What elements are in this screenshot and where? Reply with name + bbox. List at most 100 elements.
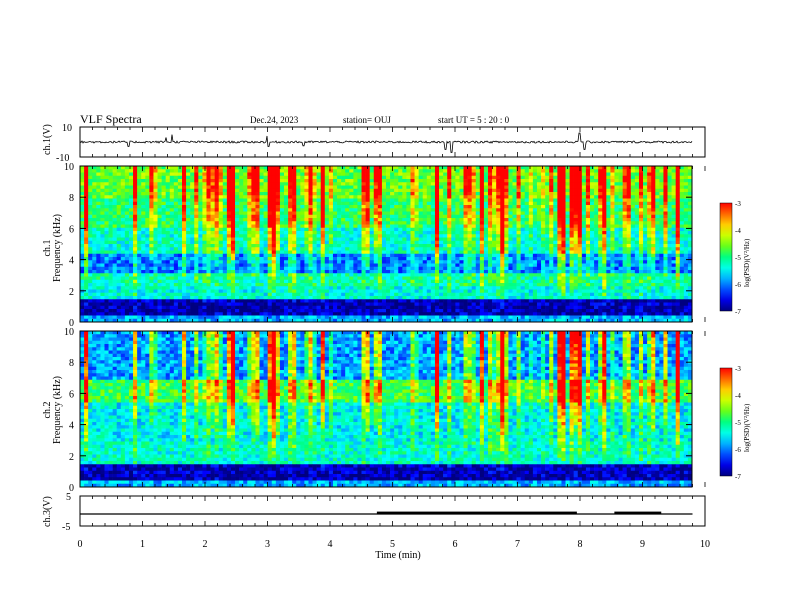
spectrogram-cell (602, 218, 607, 222)
spectrogram-cell (402, 240, 407, 245)
spectrogram-cell (230, 237, 236, 242)
spectrogram-cell (471, 244, 477, 248)
spectrogram-cell (590, 175, 595, 180)
spectrogram-cell (622, 205, 628, 209)
spectrogram-cell (434, 266, 440, 271)
spectrogram-cell (561, 260, 566, 264)
spectrogram-cell (279, 266, 285, 271)
spectrogram-cell (88, 175, 93, 180)
spectrogram-cell (536, 205, 542, 209)
spectrogram-cell (332, 192, 338, 196)
spectrogram-cell (320, 198, 326, 203)
spectrogram-cell (337, 224, 342, 229)
spectrogram-cell (214, 237, 220, 242)
spectrogram-cell (569, 185, 574, 190)
spectrogram-cell (524, 260, 530, 264)
spectrogram-cell (475, 253, 481, 258)
spectrogram-cell (308, 260, 313, 264)
spectrogram-cell (434, 185, 440, 190)
spectrogram-cell (145, 231, 150, 235)
spectrogram-cell (614, 250, 619, 255)
spectrogram-cell (500, 253, 505, 258)
spectrogram-cell (120, 250, 126, 255)
spectrogram-cell (687, 205, 693, 209)
spectrogram-cell (634, 175, 640, 180)
spectrogram-cell (532, 237, 538, 242)
spectrogram-cell (516, 205, 521, 209)
spectrogram-cell (483, 185, 489, 190)
spectrogram-cell (524, 192, 530, 196)
spectrogram-cell (626, 166, 632, 170)
spectrogram-cell (626, 182, 632, 186)
spectrogram-cell (447, 250, 452, 255)
spectrogram-cell (141, 205, 146, 209)
spectrogram-cell (606, 244, 611, 248)
spectrogram-cell (157, 237, 162, 242)
spectrogram-cell (194, 250, 199, 255)
spectrogram-cell (186, 208, 191, 212)
spectrogram-cell (508, 250, 513, 255)
spectrogram-cell (667, 250, 672, 255)
spectrogram-cell (357, 188, 362, 193)
spectrogram-cell (296, 218, 301, 222)
spectrogram-cell (230, 175, 236, 180)
spectrogram-cell (357, 211, 362, 216)
spectrogram-cell (683, 231, 689, 235)
spectrogram-cell (508, 205, 513, 209)
spectrogram-cell (324, 182, 330, 186)
spectrogram-cell (659, 188, 664, 193)
spectrogram-cell (206, 192, 211, 196)
spectrogram-cell (434, 208, 440, 212)
spectrogram-cell (104, 221, 109, 225)
spectrogram-cell (410, 270, 415, 274)
spectrogram-cell (116, 185, 122, 190)
spectrogram-cell (124, 263, 130, 268)
spectrogram-cell (141, 240, 146, 245)
spectrogram-cell (475, 250, 481, 255)
spectrogram-cell (259, 201, 264, 206)
spectrogram-cell (239, 172, 244, 177)
spectrogram-cell (218, 270, 224, 274)
spectrogram-cell (173, 188, 179, 193)
spectrogram-cell (153, 169, 158, 173)
spectrogram-cell (455, 253, 460, 258)
spectrogram-cell (394, 227, 399, 232)
spectrogram-cell (394, 214, 399, 219)
spectrogram-cell (296, 263, 301, 268)
spectrogram-cell (504, 214, 509, 219)
spectrogram-cell (434, 240, 440, 245)
spectrogram-cell (173, 240, 179, 245)
spectrogram-cell (116, 240, 122, 245)
spectrogram-cell (512, 237, 517, 242)
spectrogram-cell (165, 188, 171, 193)
spectrogram-cell (341, 244, 346, 248)
spectrogram-cell (426, 208, 432, 212)
spectrogram-cell (226, 224, 232, 229)
spectrogram-cell (128, 205, 134, 209)
spectrogram-cell (687, 247, 693, 251)
spectrogram-cell (500, 257, 505, 261)
spectrogram-cell (182, 231, 187, 235)
spectrogram-cell (439, 250, 444, 255)
spectrogram-cell (202, 175, 207, 180)
spectrogram-cell (687, 169, 693, 173)
spectrogram-cell (488, 260, 493, 264)
spectrogram-cell (467, 188, 472, 193)
spectrogram-cell (365, 179, 370, 183)
spectrogram-cell (536, 240, 542, 245)
spectrogram-cell (80, 214, 85, 219)
spectrogram-cell (194, 231, 199, 235)
spectrogram-cell (504, 172, 509, 177)
spectrogram-cell (243, 208, 248, 212)
spectrogram-cell (455, 208, 460, 212)
spectrogram-cell (112, 266, 118, 271)
spectrogram-cell (508, 227, 513, 232)
spectrogram-cell (137, 234, 142, 238)
spectrogram-cell (679, 182, 685, 186)
spectrogram-cell (439, 221, 444, 225)
spectrogram-cell (443, 237, 448, 242)
spectrogram-cell (141, 198, 146, 203)
spectrogram-cell (671, 179, 676, 183)
spectrogram-cell (255, 260, 260, 264)
spectrogram-cell (524, 208, 530, 212)
